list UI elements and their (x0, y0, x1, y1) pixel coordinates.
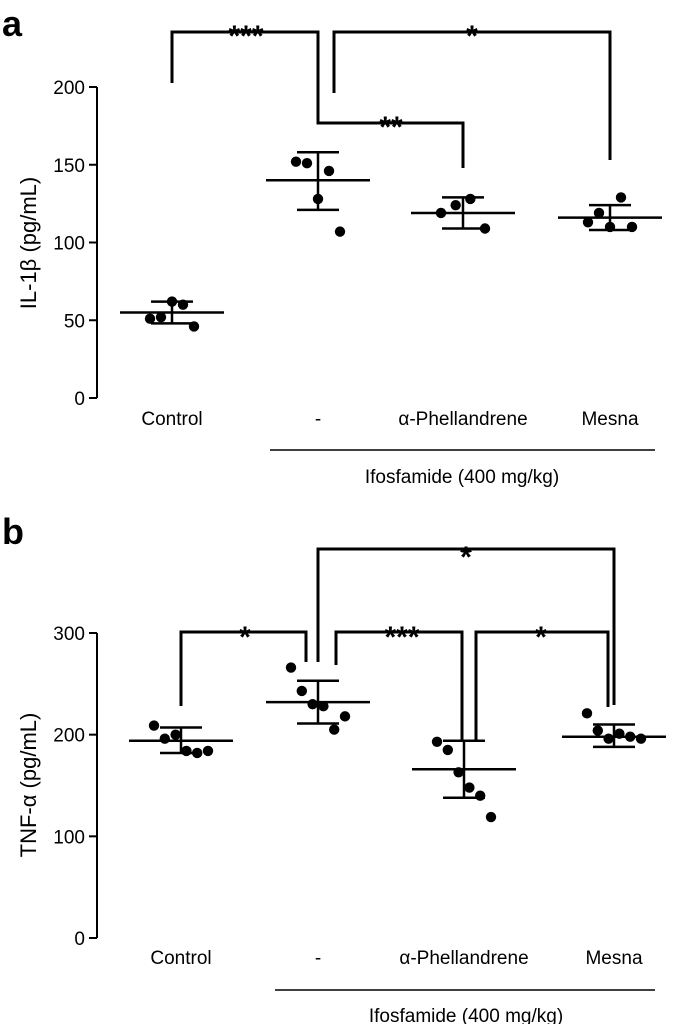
panel-a-data-point (312, 193, 324, 205)
panel-a-data-point (177, 299, 189, 310)
panel-b-data-point (170, 729, 181, 740)
panel-b-data-point (329, 724, 340, 735)
panel-a-data-point (450, 199, 461, 211)
panel-b-plot-area: 0 100 200 300 Control - α-Phellandrene Mesna Ifo… (53, 541, 666, 1024)
panel-a-y-tick-label: 200 (53, 78, 85, 99)
panel-a-data-point (615, 192, 627, 203)
panel-a-data-point (479, 223, 491, 234)
panel-b-data-point (442, 744, 453, 756)
panel-a-data-point (188, 321, 200, 332)
panel-a-data-point (626, 221, 638, 233)
panel-b-data-point (625, 731, 636, 742)
panel-b-data-point (475, 790, 486, 801)
panel-a-data-point (604, 221, 616, 233)
panel-b-x-tick-label: α-Phellandrene (399, 948, 528, 969)
panel-b-significance-label: * (460, 541, 472, 574)
panel-b-data-point (614, 728, 625, 739)
panel-a-y-tick-label: 0 (74, 389, 85, 410)
panel-b-x-tick-label: Control (150, 948, 211, 969)
panel-a-y-tick-label: 150 (53, 156, 85, 177)
panel-b-chart: b TNF-α (pg/mL) 0 100 200 300 Control - α-Phel… (2, 511, 666, 1024)
panel-b-data-point (635, 733, 647, 744)
panel-a-x-tick-label: Control (141, 409, 202, 430)
panel-b-data-point (339, 711, 351, 722)
panel-a-data-point (155, 311, 167, 323)
panel-b-data-point (318, 701, 329, 712)
panel-b-y-tick-label: 0 (74, 929, 85, 950)
panel-a-significance-label: ** (379, 111, 403, 144)
panel-b-y-tick-label: 200 (53, 726, 85, 747)
panel-b-data-point (485, 811, 497, 823)
panel-a-x-tick-label: - (315, 409, 321, 430)
panel-b-data-point (159, 733, 170, 744)
panel-b-data-point (296, 685, 307, 697)
panel-b-data-point (603, 733, 614, 744)
panel-a-data-point (290, 156, 302, 167)
panel-a-plot-area: 0 50 100 150 200 Control - α-Phellandrene Mesna I… (53, 20, 662, 488)
panel-a-data-point (435, 207, 447, 219)
panel-a-data-point (334, 226, 346, 237)
panel-b-data-point (192, 747, 203, 759)
panel-b-data-point (431, 736, 443, 747)
panel-b-data-point (581, 708, 593, 719)
panel-b-significance-bracket (316, 547, 616, 705)
panel-a-significance-bracket (332, 30, 612, 160)
panel-a-data-point (323, 165, 335, 177)
panel-b-data-point (148, 720, 160, 731)
panel-a-significance-label: * (466, 20, 478, 53)
panel-b-significance-label: *** (384, 621, 419, 654)
panel-b-letter: b (2, 511, 24, 552)
panel-a-data-point (166, 296, 178, 307)
panel-a-y-tick-label: 50 (64, 311, 85, 332)
panel-b-significance-bracket (179, 630, 308, 706)
panel-a-chart: a IL-1β (pg/mL) 0 50 100 150 200 Control - α-Ph… (2, 3, 662, 488)
panel-b-y-axis-title: TNF-α (pg/mL) (16, 713, 41, 858)
panel-a-significance-bracket (316, 98, 465, 168)
panel-a-data-point (144, 313, 156, 324)
panel-a-data-point (593, 207, 605, 219)
panel-a-x-tick-label: Mesna (581, 409, 638, 430)
panel-b-significance-bracket (474, 630, 610, 740)
panel-b-significance-label: * (239, 621, 251, 654)
panel-a-data-point (465, 193, 476, 205)
panel-b-x-tick-label: Mesna (585, 948, 642, 969)
panel-a-data-point (301, 157, 313, 169)
panel-a-y-axis-title: IL-1β (pg/mL) (16, 177, 41, 309)
panel-b-y-tick-label: 100 (53, 827, 85, 848)
panel-a-y-tick-label: 100 (53, 234, 85, 255)
panel-b-significance-label: * (535, 621, 547, 654)
panel-a-significance-label: *** (228, 20, 263, 53)
panel-b-y-tick-label: 300 (53, 624, 85, 645)
panel-b-data-point (285, 662, 297, 673)
panel-b-significance-bracket (334, 630, 464, 740)
panel-a-data-point (582, 217, 594, 228)
panel-b-x-tick-label: - (315, 948, 321, 969)
panel-b-data-point (181, 745, 192, 757)
panel-a-letter: a (2, 3, 23, 44)
panel-b-group-label: Ifosfamide (400 mg/kg) (369, 1006, 563, 1024)
panel-b-data-point (453, 767, 464, 778)
panel-a-group-label: Ifosfamide (400 mg/kg) (365, 467, 559, 488)
panel-b-data-point (307, 698, 318, 710)
panel-a-significance-bracket (170, 30, 320, 98)
panel-a-x-tick-label: α-Phellandrene (398, 409, 527, 430)
panel-b-data-point (592, 725, 603, 736)
panel-b-data-point (202, 745, 214, 757)
panel-b-data-point (464, 782, 475, 793)
